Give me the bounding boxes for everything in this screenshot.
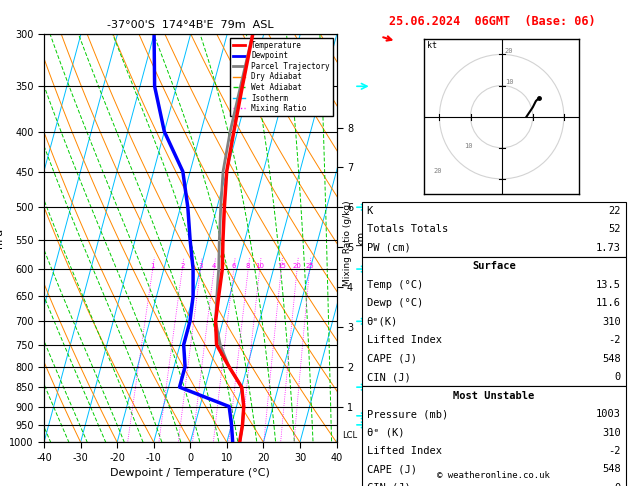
Text: 15: 15	[277, 263, 286, 269]
Text: CIN (J): CIN (J)	[367, 483, 411, 486]
Text: 3: 3	[198, 263, 203, 269]
Text: 548: 548	[602, 465, 621, 474]
Text: Lifted Index: Lifted Index	[367, 446, 442, 456]
Text: 0: 0	[615, 483, 621, 486]
Y-axis label: km
ASL: km ASL	[356, 229, 377, 247]
Text: 548: 548	[602, 354, 621, 364]
Text: θᵉ(K): θᵉ(K)	[367, 317, 398, 327]
Text: 310: 310	[602, 317, 621, 327]
Text: Surface: Surface	[472, 261, 516, 271]
Text: 52: 52	[608, 225, 621, 234]
Title: -37°00'S  174°4B'E  79m  ASL: -37°00'S 174°4B'E 79m ASL	[107, 20, 274, 31]
Text: © weatheronline.co.uk: © weatheronline.co.uk	[437, 471, 550, 480]
X-axis label: Dewpoint / Temperature (°C): Dewpoint / Temperature (°C)	[110, 468, 270, 478]
Text: Totals Totals: Totals Totals	[367, 225, 448, 234]
Text: 11.6: 11.6	[596, 298, 621, 308]
Text: 10: 10	[504, 79, 513, 85]
Text: 13.5: 13.5	[596, 280, 621, 290]
Text: 20: 20	[433, 168, 442, 174]
Text: CAPE (J): CAPE (J)	[367, 465, 416, 474]
Text: CAPE (J): CAPE (J)	[367, 354, 416, 364]
Text: Most Unstable: Most Unstable	[453, 391, 535, 400]
Text: -2: -2	[608, 446, 621, 456]
Text: Lifted Index: Lifted Index	[367, 335, 442, 345]
Text: 10: 10	[464, 143, 473, 149]
Text: 8: 8	[246, 263, 250, 269]
Text: θᵉ (K): θᵉ (K)	[367, 428, 404, 437]
Text: 1: 1	[150, 263, 155, 269]
Text: -2: -2	[608, 335, 621, 345]
Legend: Temperature, Dewpoint, Parcel Trajectory, Dry Adiabat, Wet Adiabat, Isotherm, Mi: Temperature, Dewpoint, Parcel Trajectory…	[230, 38, 333, 116]
Text: 25: 25	[305, 263, 314, 269]
Text: Mixing Ratio (g/kg): Mixing Ratio (g/kg)	[343, 200, 352, 286]
Text: CIN (J): CIN (J)	[367, 372, 411, 382]
Text: 20: 20	[504, 48, 513, 54]
Text: 0: 0	[615, 372, 621, 382]
Text: 22: 22	[608, 206, 621, 216]
Text: Pressure (mb): Pressure (mb)	[367, 409, 448, 419]
Text: K: K	[367, 206, 373, 216]
Text: kt: kt	[427, 41, 437, 50]
Text: LCL: LCL	[342, 431, 357, 440]
Text: 1.73: 1.73	[596, 243, 621, 253]
Text: Temp (°C): Temp (°C)	[367, 280, 423, 290]
Text: 4: 4	[212, 263, 216, 269]
Text: 25.06.2024  06GMT  (Base: 06): 25.06.2024 06GMT (Base: 06)	[389, 15, 596, 28]
Text: Dewp (°C): Dewp (°C)	[367, 298, 423, 308]
Y-axis label: hPa: hPa	[0, 228, 4, 248]
Text: 1003: 1003	[596, 409, 621, 419]
Text: PW (cm): PW (cm)	[367, 243, 411, 253]
Text: 310: 310	[602, 428, 621, 437]
Text: 20: 20	[292, 263, 301, 269]
Text: 10: 10	[255, 263, 264, 269]
Text: 2: 2	[180, 263, 184, 269]
Text: 6: 6	[231, 263, 236, 269]
